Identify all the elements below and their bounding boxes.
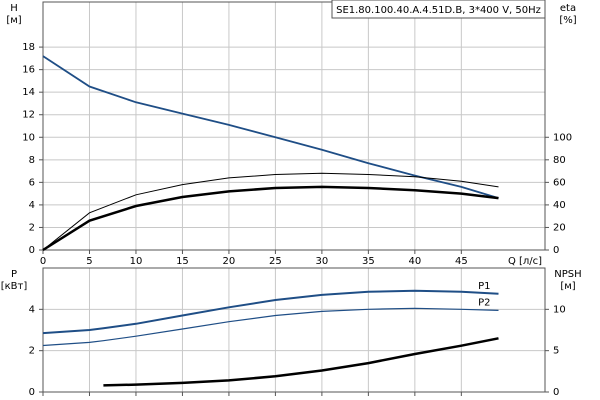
y2-tick-label: 40 bbox=[553, 200, 566, 211]
x-tick-label: 35 bbox=[362, 256, 375, 267]
y-tick-label: 4 bbox=[29, 200, 35, 211]
x-tick-label: 30 bbox=[316, 256, 329, 267]
y2-tick-label: 20 bbox=[553, 222, 566, 233]
y-tick-label: 18 bbox=[22, 42, 35, 53]
y-axis-label: P bbox=[11, 269, 17, 280]
y-tick-label: 16 bbox=[22, 65, 35, 76]
x-axis-label: Q [л/с] bbox=[508, 256, 542, 267]
plot-frame bbox=[42, 1, 546, 251]
curve bbox=[42, 55, 499, 199]
y2-axis-label: NPSH bbox=[554, 269, 581, 280]
x-tick-label: 40 bbox=[408, 256, 421, 267]
x-tick-label: 45 bbox=[455, 256, 468, 267]
x-tick-label: 5 bbox=[86, 256, 92, 267]
y-tick-label: 0 bbox=[29, 245, 35, 256]
y2-axis-label: eta bbox=[560, 3, 576, 14]
y2-tick-label: 100 bbox=[553, 132, 572, 143]
y-tick-label: 12 bbox=[22, 110, 35, 121]
curve-label: P1 bbox=[478, 281, 490, 292]
y2-tick-label: 10 bbox=[553, 304, 566, 315]
x-tick-label: 20 bbox=[223, 256, 236, 267]
y2-tick-label: 60 bbox=[553, 177, 566, 188]
y-axis-label: [м] bbox=[6, 15, 21, 26]
curve bbox=[42, 172, 499, 251]
curve bbox=[103, 337, 499, 387]
curve bbox=[42, 185, 499, 252]
y2-axis-label: [%] bbox=[559, 15, 576, 26]
x-tick-label: 0 bbox=[40, 256, 46, 267]
x-tick-label: 25 bbox=[269, 256, 282, 267]
plot-frame bbox=[42, 267, 546, 393]
x-tick-label: 15 bbox=[176, 256, 189, 267]
y-tick-label: 0 bbox=[29, 387, 35, 398]
x-tick-label: 10 bbox=[130, 256, 143, 267]
y-tick-label: 8 bbox=[29, 155, 35, 166]
y2-tick-label: 80 bbox=[553, 155, 566, 166]
y-tick-label: 4 bbox=[29, 304, 35, 315]
y2-tick-label: 0 bbox=[553, 387, 559, 398]
y-tick-label: 10 bbox=[22, 132, 35, 143]
y-axis-label: [кВт] bbox=[1, 281, 28, 292]
curve bbox=[42, 289, 499, 335]
y2-axis-label: [м] bbox=[560, 281, 575, 292]
y2-tick-label: 0 bbox=[553, 245, 559, 256]
y2-tick-label: 5 bbox=[553, 346, 559, 357]
y-tick-label: 2 bbox=[29, 222, 35, 233]
y-tick-label: 2 bbox=[29, 346, 35, 357]
y-tick-label: 14 bbox=[22, 87, 35, 98]
curve bbox=[42, 307, 499, 347]
chart-title: SE1.80.100.40.A.4.51D.B, 3*400 V, 50Hz bbox=[336, 5, 541, 16]
curve-label: P2 bbox=[478, 297, 490, 308]
y-axis-label: H bbox=[10, 3, 18, 14]
y-tick-label: 6 bbox=[29, 177, 35, 188]
title-box bbox=[331, 0, 546, 19]
